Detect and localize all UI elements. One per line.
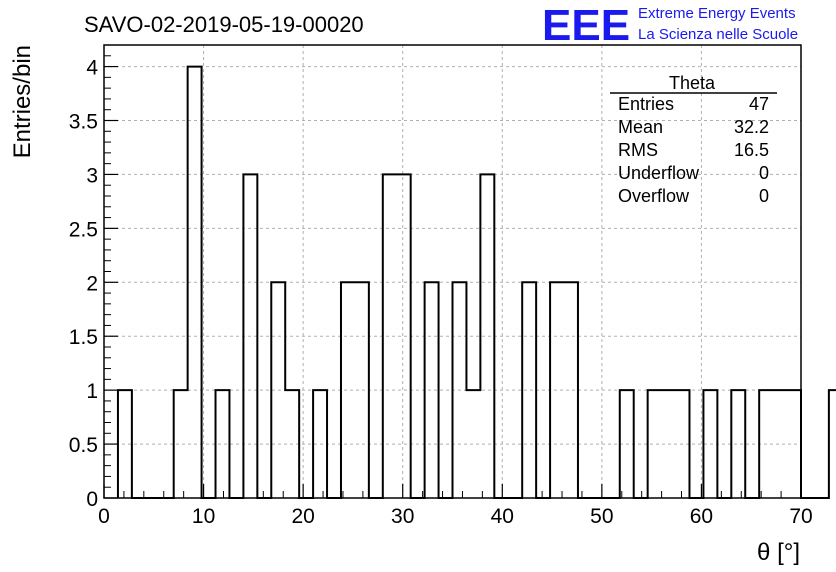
x-tick-label: 50	[590, 505, 613, 528]
y-tick-label: 0	[86, 488, 98, 511]
histogram-bin	[174, 390, 188, 498]
y-tick-label: 4	[86, 57, 98, 80]
x-axis-title: θ [°]	[757, 539, 800, 566]
x-tick-label: 10	[192, 505, 215, 528]
histogram-bin	[216, 390, 230, 498]
stats-label: Overflow	[618, 186, 690, 206]
x-tick-label: 70	[789, 505, 812, 528]
histogram-bin	[648, 390, 662, 498]
eee-logo-mark: EEE	[542, 1, 630, 50]
stats-value: 0	[759, 163, 769, 183]
y-tick-label: 2	[86, 272, 98, 295]
stats-value: 47	[749, 94, 769, 114]
histogram-bin	[731, 390, 745, 498]
x-tick-label: 40	[491, 505, 514, 528]
histogram-bin	[829, 390, 836, 498]
y-axis-title: Entries/bin	[9, 45, 36, 158]
stats-value: 0	[759, 186, 769, 206]
y-tick-label: 2.5	[69, 218, 98, 241]
y-tick-label: 3	[86, 164, 98, 187]
y-tick-label: 1	[86, 380, 98, 403]
chart-title: SAVO-02-2019-05-19-00020	[84, 12, 364, 37]
x-tick-label: 20	[291, 505, 314, 528]
axis-ticks: 0 10 20 30 40 50 60 70 0 0.5 1 1.5 2 2.5 3 3.5 4	[69, 55, 813, 528]
y-tick-label: 3.5	[69, 111, 98, 134]
y-tick-label: 1.5	[69, 326, 98, 349]
stats-value: 16.5	[734, 140, 769, 160]
stats-label: Mean	[618, 117, 663, 137]
eee-logo: EEE Extreme Energy Events La Scienza nel…	[542, 1, 798, 50]
x-tick-label: 60	[690, 505, 713, 528]
x-tick-label: 0	[98, 505, 110, 528]
x-tick-label: 30	[391, 505, 414, 528]
stats-label: Underflow	[618, 163, 700, 183]
y-tick-label: 0.5	[69, 434, 98, 457]
stats-value: 32.2	[734, 117, 769, 137]
stats-box: Theta Entries 47 Mean 32.2 RMS 16.5 Underflow 0…	[610, 73, 777, 206]
eee-logo-line1: Extreme Energy Events	[638, 5, 796, 22]
stats-label: Entries	[618, 94, 674, 114]
stats-label: RMS	[618, 140, 658, 160]
stats-title: Theta	[669, 73, 716, 93]
eee-logo-line2: La Scienza nelle Scuole	[638, 26, 798, 43]
